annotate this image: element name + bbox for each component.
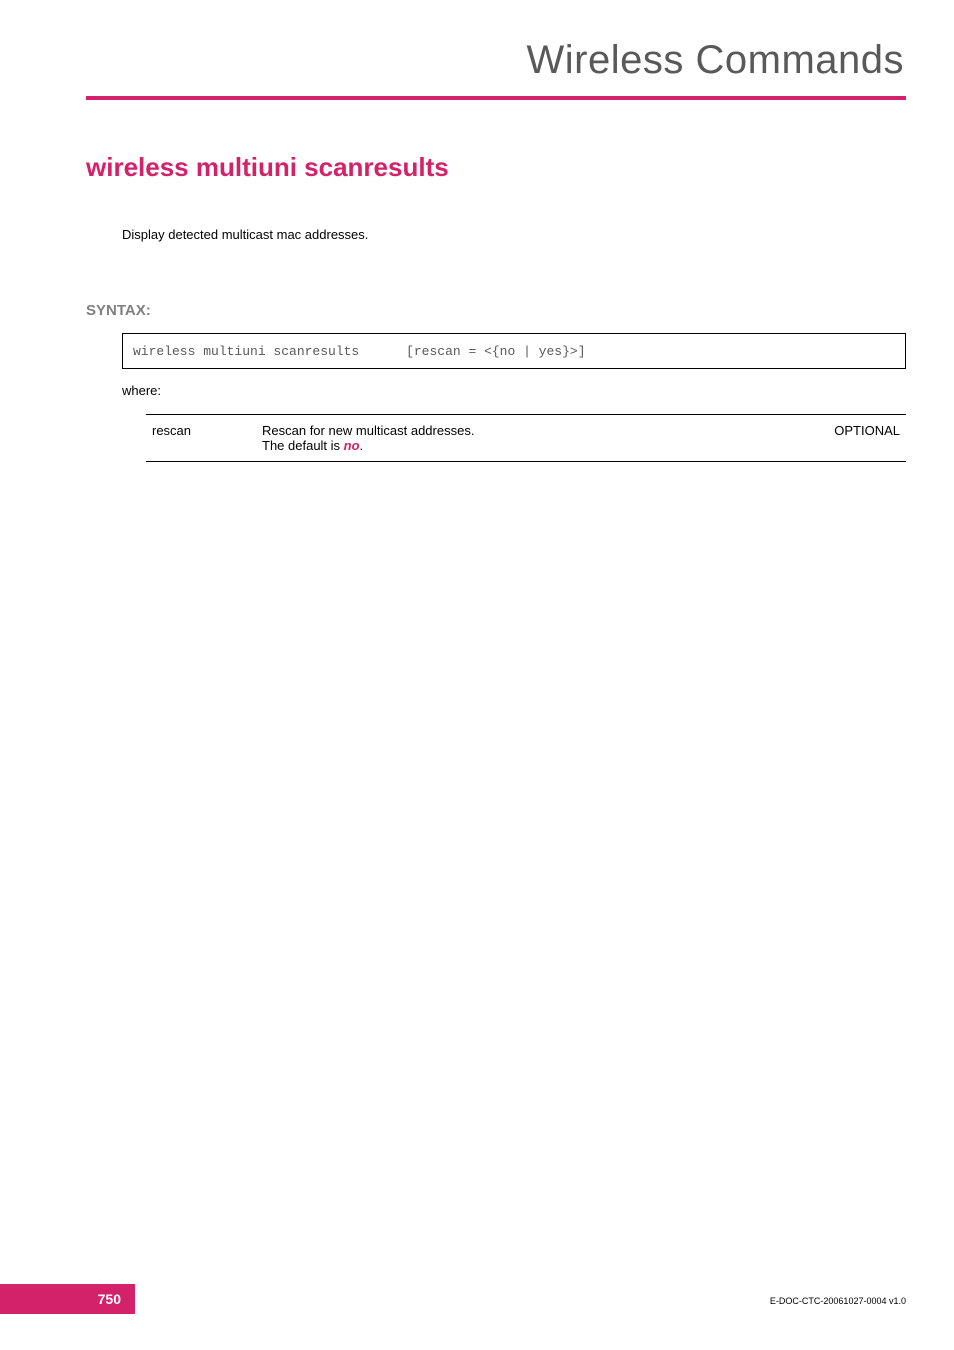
header-rule <box>86 96 906 100</box>
syntax-box: wireless multiuni scanresults [rescan = … <box>122 333 906 369</box>
param-desc-line2-prefix: The default is <box>262 438 344 453</box>
command-title: wireless multiuni scanresults <box>86 152 906 183</box>
table-row: rescan Rescan for new multicast addresse… <box>146 415 906 462</box>
param-name-cell: rescan <box>146 415 256 462</box>
content-area: wireless multiuni scanresults Display de… <box>86 152 906 462</box>
param-flag-cell: OPTIONAL <box>816 415 906 462</box>
param-default-value: no <box>344 438 360 453</box>
command-description: Display detected multicast mac addresses… <box>122 227 906 242</box>
page-number: 750 <box>0 1284 135 1314</box>
param-desc-line2-suffix: . <box>360 438 364 453</box>
footer: 750 E-DOC-CTC-20061027-0004 v1.0 <box>0 1286 906 1314</box>
syntax-code-cmd: wireless multiuni scanresults <box>133 344 359 359</box>
syntax-code-args: [rescan = <{no | yes}>] <box>406 344 585 359</box>
parameters-table: rescan Rescan for new multicast addresse… <box>146 414 906 462</box>
syntax-code: wireless multiuni scanresults [rescan = … <box>133 344 586 359</box>
where-label: where: <box>122 383 906 398</box>
syntax-label: SYNTAX: <box>86 302 906 319</box>
param-desc-cell: Rescan for new multicast addresses. The … <box>256 415 816 462</box>
param-desc-line1: Rescan for new multicast addresses. <box>262 423 474 438</box>
document-id: E-DOC-CTC-20061027-0004 v1.0 <box>770 1296 906 1306</box>
page-header-title: Wireless Commands <box>527 38 904 83</box>
